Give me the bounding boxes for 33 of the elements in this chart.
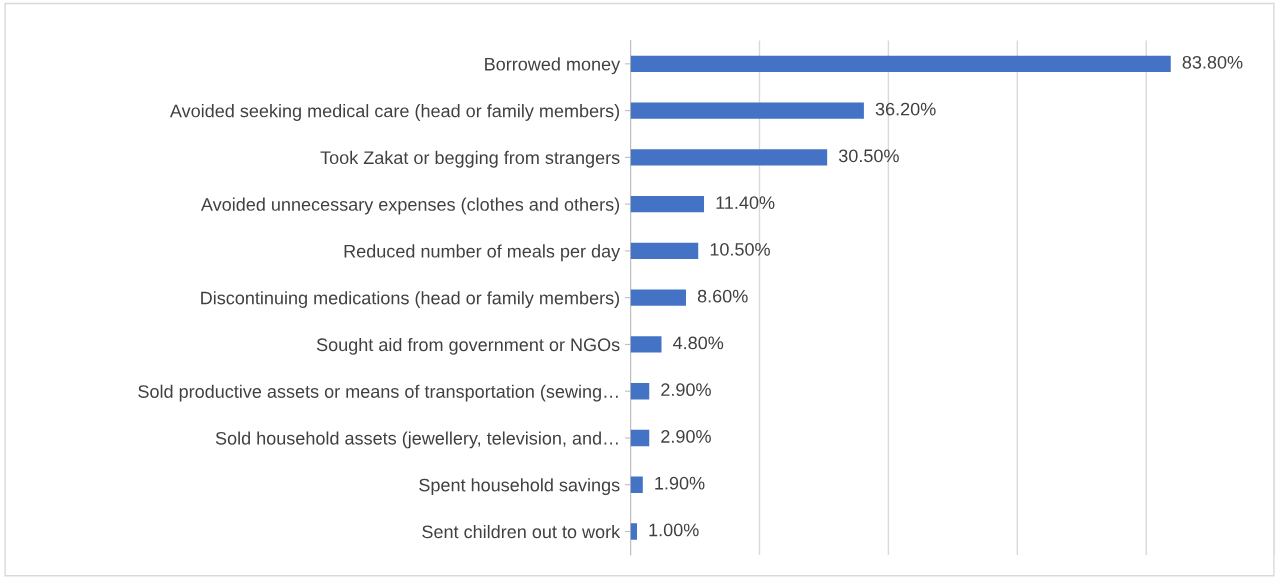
data-label: 1.00%: [649, 523, 699, 537]
data-label: 83.80%: [1182, 55, 1243, 69]
y-tick-label: Borrowed money: [485, 57, 621, 75]
bar: [630, 242, 699, 260]
data-label: 30.50%: [838, 149, 899, 163]
bar: [630, 336, 662, 353]
data-label: 2.90%: [661, 383, 711, 397]
data-label: 10.50%: [710, 242, 770, 256]
bar: [630, 102, 864, 119]
y-tick-label: Sold household assets (jewellery, television, and…: [215, 431, 618, 449]
bar: [630, 429, 650, 447]
y-tick-label: Sold productive assets or means of transportation (sewing…: [138, 384, 618, 402]
y-tick-label: Sent children out to work: [422, 524, 621, 539]
bar: [630, 195, 705, 213]
y-tick-label: Took Zakat or begging from strangers: [320, 150, 620, 168]
y-tick-label: Avoided seeking medical care (head or family members): [169, 104, 620, 121]
bar: [630, 289, 686, 306]
y-tick-label: Spent household savings: [419, 478, 620, 496]
data-label: 36.20%: [875, 102, 936, 116]
y-tick-label: Sought aid from government or NGOs: [316, 337, 620, 355]
data-label: 1.90%: [655, 476, 705, 490]
data-label: 11.40%: [716, 196, 775, 209]
bar: [630, 523, 637, 540]
data-label: 8.60%: [697, 289, 748, 303]
y-tick-label: Reduced number of meals per day: [344, 244, 621, 262]
bar: [630, 55, 1171, 73]
bar: [630, 149, 828, 166]
y-tick-label: Discontinuing medications (head or family members): [201, 291, 620, 308]
y-tick-label: Avoided unnecessary expenses (clothes and others): [200, 197, 620, 215]
bar: [630, 383, 650, 400]
bar: [630, 476, 643, 493]
data-label: 4.80%: [673, 336, 724, 350]
data-label: 2.90%: [661, 430, 711, 443]
